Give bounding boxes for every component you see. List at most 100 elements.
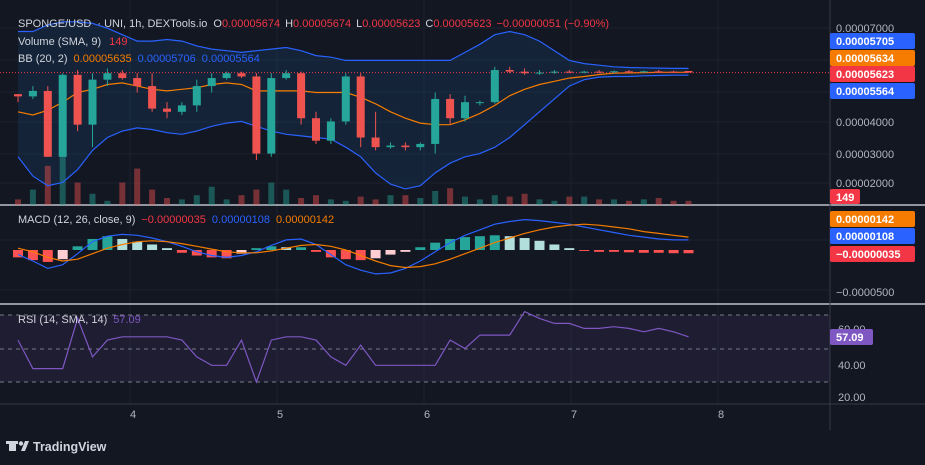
candle-body: [416, 143, 425, 148]
macd-signal-badge-text: 0.00000142: [836, 214, 894, 226]
candle-body: [669, 71, 678, 73]
rsi-axis[interactable]: 60.00 57.09 40.00 20.00: [830, 324, 873, 404]
candle-body: [267, 78, 276, 154]
volume-bar: [685, 200, 692, 205]
legend-volume-row: Volume (SMA, 9) 149: [18, 36, 128, 48]
candle-body: [252, 76, 261, 154]
rsi-line: [17, 310, 689, 384]
macd-line-badge: [830, 228, 915, 244]
price-axis[interactable]: 0.00007000 0.00004000 0.00003000 0.00002…: [830, 23, 915, 204]
macd-histogram-bar: [87, 238, 98, 250]
ohlc-l-value: 0.00005623: [362, 18, 420, 30]
candle-body: [222, 73, 231, 79]
rsi-value-badge: [830, 329, 873, 345]
candle-body: [163, 108, 171, 112]
bollinger-basis-line: [17, 71, 689, 126]
macd-axis[interactable]: 0.00000142 0.00000108 −0.00000035 −0.000…: [830, 211, 915, 299]
macd-histogram-bar: [370, 250, 381, 259]
macd-histogram-bar: [579, 250, 590, 251]
volume-bar: [611, 199, 617, 205]
time-tick-label: 4: [130, 409, 136, 421]
price-pane[interactable]: [0, 21, 830, 205]
volume-bar: [15, 199, 21, 205]
ohlc-o-label: O: [213, 18, 222, 30]
macd-histogram-bar: [325, 250, 336, 258]
candlesticks: [14, 66, 693, 161]
bb-basis-badge: [830, 50, 915, 66]
candle-body: [610, 71, 618, 73]
candle-body: [237, 73, 246, 77]
macd-hist-badge: [830, 246, 915, 262]
volume-bar: [313, 195, 319, 205]
macd-histogram-bar: [42, 250, 53, 262]
rsi-label: RSI (14, SMA, 14): [18, 314, 107, 326]
candle-body: [639, 71, 648, 73]
ohlc-h-value: 0.00005674: [293, 18, 351, 30]
volume-bar: [268, 182, 275, 205]
candle-body: [88, 79, 97, 125]
volume-bar: [283, 189, 290, 205]
last-price-badge: [830, 66, 915, 82]
volume-bar: [119, 182, 126, 205]
volume-bar: [566, 196, 573, 205]
macd-histogram-bar: [57, 250, 68, 260]
bb-basis-badge-text: 0.00005634: [836, 53, 895, 65]
candle-body: [312, 118, 320, 141]
time-axis[interactable]: 4 5 6 7 8: [130, 409, 724, 421]
macd-histogram-bar: [430, 242, 441, 250]
macd-signal-line: [17, 223, 689, 269]
bb-upper-badge: [830, 33, 915, 49]
rsi-value-badge-text: 57.09: [836, 332, 864, 344]
macd-histogram-bar: [221, 250, 232, 259]
volume-bar: [506, 196, 513, 205]
macd-histogram-bar: [564, 248, 575, 250]
macd-histogram-bar: [13, 250, 23, 258]
candle-body: [177, 105, 186, 112]
volume-bar: [432, 191, 439, 205]
volume-bar: [491, 195, 498, 205]
legend-bb-row: BB (20, 2) 0.00005635 0.00005706 0.00005564: [18, 53, 260, 65]
macd-hist-badge-text: −0.00000035: [836, 249, 901, 261]
macd-histogram-bar: [504, 236, 515, 250]
time-tick-label: 6: [424, 409, 430, 421]
volume-bar: [476, 199, 483, 205]
macd-histogram-bar: [72, 246, 83, 250]
macd-histogram-bar: [311, 250, 321, 252]
candle-body: [356, 76, 365, 138]
volume-bar: [134, 168, 141, 205]
bb-label: BB (20, 2): [18, 53, 68, 65]
time-tick-label: 7: [571, 409, 577, 421]
candle-body: [580, 71, 589, 73]
macd-histogram-bar: [340, 250, 351, 260]
chart-legend[interactable]: SPONGE/USD · UNI, 1h, DEXTools.io O0.00005…: [18, 18, 609, 326]
macd-histogram-bar: [236, 250, 247, 254]
ohlc-h-label: H: [285, 18, 293, 30]
candle-body: [520, 71, 529, 74]
volume-bar: [89, 193, 96, 205]
candle-body: [326, 121, 335, 141]
macd-line-badge-text: 0.00000108: [836, 231, 894, 243]
candle-body: [535, 72, 544, 74]
macd-histogram-bar: [653, 250, 664, 253]
macd-pane[interactable]: [13, 218, 694, 275]
candle-body: [490, 70, 499, 103]
macd-histogram-bar: [609, 250, 619, 252]
volume-bar: [149, 189, 156, 205]
rsi-pane[interactable]: [0, 310, 830, 384]
volume-bar: [655, 198, 662, 205]
volume-bar: [238, 195, 245, 205]
candle-body: [371, 137, 380, 148]
grid-lines: [0, 0, 830, 404]
legend-macd-row: MACD (12, 26, close, 9) −0.00000035 0.0000…: [18, 214, 334, 226]
candle-body: [684, 70, 693, 73]
macd-histogram-bar: [623, 250, 634, 253]
volume-value: 149: [109, 36, 127, 48]
macd-signal-value: 0.00000142: [276, 214, 334, 226]
symbol-exchange: · UNI, 1h, DEXTools.io: [97, 18, 207, 30]
candle-body: [118, 73, 127, 79]
tradingview-logo[interactable]: TradingView: [6, 440, 107, 454]
bollinger-upper-line: [18, 21, 689, 69]
volume-badge-text: 149: [836, 192, 854, 204]
